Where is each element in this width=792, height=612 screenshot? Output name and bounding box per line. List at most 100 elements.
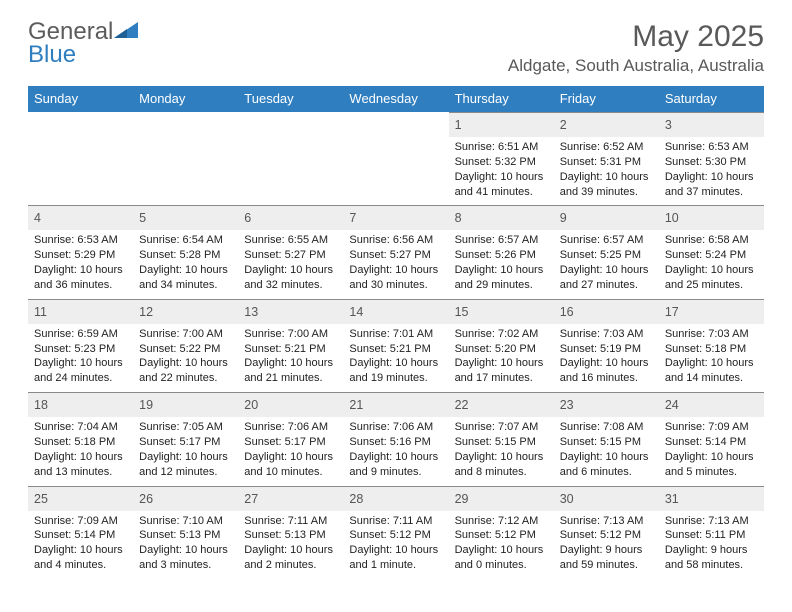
day-info: Sunrise: 7:08 AMSunset: 5:15 PMDaylight:…: [560, 420, 653, 479]
info-line-ss: Sunset: 5:12 PM: [349, 528, 442, 543]
info-line-dl1: Daylight: 10 hours: [349, 450, 442, 465]
week-row: 18Sunrise: 7:04 AMSunset: 5:18 PMDayligh…: [28, 392, 764, 485]
calendar-cell: 10Sunrise: 6:58 AMSunset: 5:24 PMDayligh…: [659, 205, 764, 298]
info-line-dl1: Daylight: 10 hours: [349, 263, 442, 278]
info-line-dl1: Daylight: 10 hours: [455, 263, 548, 278]
info-line-ss: Sunset: 5:15 PM: [560, 435, 653, 450]
day-number-row: 13: [238, 299, 343, 324]
day-number-row: 30: [554, 486, 659, 511]
calendar-cell: 31 Sunrise: 7:13 AMSunset: 5:11 PMDayligh…: [659, 486, 764, 579]
day-info: Sunrise: 7:05 AMSunset: 5:17 PMDaylight:…: [139, 420, 232, 479]
info-line-sr: Sunrise: 7:06 AM: [244, 420, 337, 435]
info-line-dl2: and 12 minutes.: [139, 465, 232, 480]
dow-thursday: Thursday: [449, 86, 554, 112]
day-number-row: 6: [238, 205, 343, 230]
dow-saturday: Saturday: [659, 86, 764, 112]
day-info: Sunrise: 7:03 AMSunset: 5:18 PMDaylight:…: [665, 327, 758, 386]
info-line-dl2: and 4 minutes.: [34, 558, 127, 573]
logo: General Blue: [28, 20, 139, 67]
info-line-dl1: Daylight: 10 hours: [560, 450, 653, 465]
day-info: Sunrise: 7:02 AMSunset: 5:20 PMDaylight:…: [455, 327, 548, 386]
day-number: 31: [665, 492, 679, 506]
day-number-row: 15: [449, 299, 554, 324]
day-number-row: 21: [343, 392, 448, 417]
day-number: 25: [34, 492, 48, 506]
info-line-dl1: Daylight: 10 hours: [560, 263, 653, 278]
day-info: Sunrise: 7:11 AMSunset: 5:13 PMDaylight:…: [244, 514, 337, 573]
day-info: Sunrise: 7:12 AMSunset: 5:12 PMDaylight:…: [455, 514, 548, 573]
day-number-row: 12: [133, 299, 238, 324]
info-line-ss: Sunset: 5:15 PM: [455, 435, 548, 450]
day-number-row: 22: [449, 392, 554, 417]
info-line-ss: Sunset: 5:13 PM: [139, 528, 232, 543]
info-line-ss: Sunset: 5:18 PM: [665, 342, 758, 357]
day-number-row: 18: [28, 392, 133, 417]
day-number-row: 27: [238, 486, 343, 511]
info-line-dl1: Daylight: 10 hours: [455, 543, 548, 558]
info-line-ss: Sunset: 5:28 PM: [139, 248, 232, 263]
day-info: Sunrise: 7:01 AMSunset: 5:21 PMDaylight:…: [349, 327, 442, 386]
calendar-cell: [343, 112, 448, 205]
info-line-ss: Sunset: 5:24 PM: [665, 248, 758, 263]
calendar-cell: 7Sunrise: 6:56 AMSunset: 5:27 PMDaylight…: [343, 205, 448, 298]
calendar-cell: 1 Sunrise: 6:51 AMSunset: 5:32 PMDaylight…: [449, 112, 554, 205]
info-line-sr: Sunrise: 7:11 AM: [244, 514, 337, 529]
info-line-dl1: Daylight: 10 hours: [139, 356, 232, 371]
info-line-sr: Sunrise: 6:56 AM: [349, 233, 442, 248]
info-line-dl2: and 17 minutes.: [455, 371, 548, 386]
info-line-sr: Sunrise: 7:09 AM: [34, 514, 127, 529]
day-number: 14: [349, 305, 363, 319]
day-number: 18: [34, 398, 48, 412]
day-info: Sunrise: 6:51 AMSunset: 5:32 PMDaylight:…: [455, 140, 548, 199]
info-line-dl2: and 9 minutes.: [349, 465, 442, 480]
dow-tuesday: Tuesday: [238, 86, 343, 112]
info-line-ss: Sunset: 5:11 PM: [665, 528, 758, 543]
day-info: Sunrise: 6:59 AMSunset: 5:23 PMDaylight:…: [34, 327, 127, 386]
day-info: Sunrise: 7:06 AMSunset: 5:16 PMDaylight:…: [349, 420, 442, 479]
calendar-cell: 16Sunrise: 7:03 AMSunset: 5:19 PMDayligh…: [554, 299, 659, 392]
calendar: Sunday Monday Tuesday Wednesday Thursday…: [28, 86, 764, 579]
day-number: 1: [455, 118, 462, 132]
title-block: May 2025 Aldgate, South Australia, Austr…: [508, 20, 764, 76]
info-line-sr: Sunrise: 6:53 AM: [665, 140, 758, 155]
day-info: Sunrise: 7:10 AMSunset: 5:13 PMDaylight:…: [139, 514, 232, 573]
info-line-dl1: Daylight: 10 hours: [34, 263, 127, 278]
info-line-sr: Sunrise: 7:00 AM: [244, 327, 337, 342]
info-line-dl2: and 59 minutes.: [560, 558, 653, 573]
logo-triangle-icon: [113, 20, 139, 45]
week-row: 11Sunrise: 6:59 AMSunset: 5:23 PMDayligh…: [28, 299, 764, 392]
info-line-dl1: Daylight: 10 hours: [244, 543, 337, 558]
info-line-ss: Sunset: 5:26 PM: [455, 248, 548, 263]
info-line-dl2: and 22 minutes.: [139, 371, 232, 386]
info-line-dl2: and 14 minutes.: [665, 371, 758, 386]
day-info: Sunrise: 6:54 AMSunset: 5:28 PMDaylight:…: [139, 233, 232, 292]
info-line-sr: Sunrise: 7:02 AM: [455, 327, 548, 342]
info-line-dl2: and 39 minutes.: [560, 185, 653, 200]
logo-word2: Blue: [28, 43, 139, 67]
info-line-sr: Sunrise: 7:03 AM: [560, 327, 653, 342]
day-number-row: 14: [343, 299, 448, 324]
day-number-row: 5: [133, 205, 238, 230]
day-number: 17: [665, 305, 679, 319]
day-number: 8: [455, 211, 462, 225]
info-line-sr: Sunrise: 6:52 AM: [560, 140, 653, 155]
info-line-sr: Sunrise: 7:06 AM: [349, 420, 442, 435]
info-line-sr: Sunrise: 7:10 AM: [139, 514, 232, 529]
day-info: Sunrise: 6:56 AMSunset: 5:27 PMDaylight:…: [349, 233, 442, 292]
info-line-dl2: and 5 minutes.: [665, 465, 758, 480]
info-line-ss: Sunset: 5:27 PM: [349, 248, 442, 263]
info-line-sr: Sunrise: 7:07 AM: [455, 420, 548, 435]
info-line-dl2: and 10 minutes.: [244, 465, 337, 480]
info-line-sr: Sunrise: 7:03 AM: [665, 327, 758, 342]
info-line-ss: Sunset: 5:29 PM: [34, 248, 127, 263]
calendar-cell: 30Sunrise: 7:13 AMSunset: 5:12 PMDayligh…: [554, 486, 659, 579]
info-line-ss: Sunset: 5:27 PM: [244, 248, 337, 263]
weeks-container: 1 Sunrise: 6:51 AMSunset: 5:32 PMDaylight…: [28, 112, 764, 579]
info-line-dl2: and 58 minutes.: [665, 558, 758, 573]
info-line-ss: Sunset: 5:16 PM: [349, 435, 442, 450]
day-info: Sunrise: 7:13 AMSunset: 5:11 PMDaylight:…: [665, 514, 758, 573]
day-number: 3: [665, 118, 672, 132]
day-number-row: 26: [133, 486, 238, 511]
info-line-dl1: Daylight: 10 hours: [349, 543, 442, 558]
day-info: Sunrise: 7:00 AMSunset: 5:21 PMDaylight:…: [244, 327, 337, 386]
